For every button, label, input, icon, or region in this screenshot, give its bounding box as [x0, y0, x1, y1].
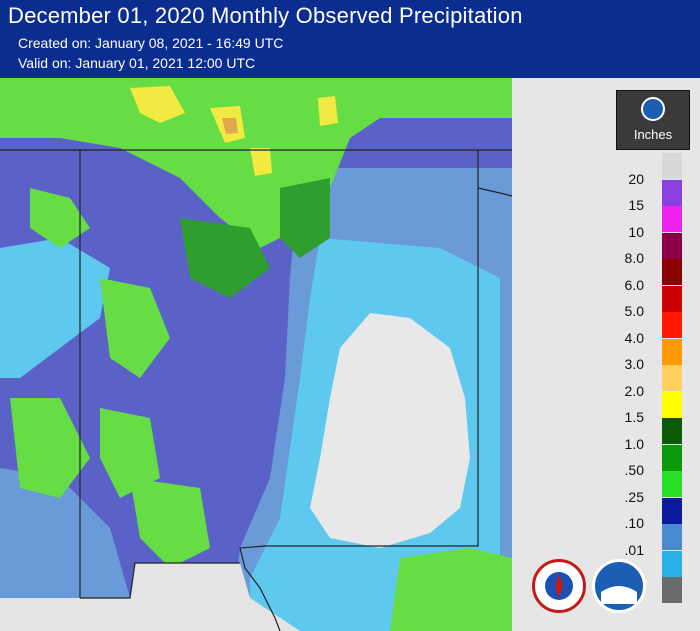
legend-tick-label: 2.0: [624, 382, 644, 399]
legend-swatch: [662, 153, 682, 179]
region-trace-east: [310, 313, 470, 548]
units-box: Inches: [616, 90, 690, 150]
precipitation-map-svg: [0, 78, 512, 631]
legend-swatch: [662, 497, 682, 524]
region-green-central: [100, 278, 170, 378]
region-yellow-northeast: [318, 96, 338, 126]
legend-tick-label: 5.0: [624, 303, 644, 319]
region-no-data-mexico: [0, 563, 300, 631]
legend-tick-label: 20: [628, 170, 644, 187]
legend-tick-label: .25: [624, 488, 644, 505]
legend-swatch: [662, 259, 682, 285]
legend-swatch: [662, 365, 682, 391]
national-weather-service-seal-icon: [532, 559, 586, 613]
region-green-southeast: [390, 548, 512, 631]
precipitation-map: [0, 78, 512, 631]
legend-tick-label: .50: [624, 462, 644, 478]
noaa-emblem: [601, 586, 637, 604]
legend-tick-label: 1.5: [624, 409, 644, 425]
nws-emblem: [545, 572, 573, 600]
legend-tick-label: 15: [628, 197, 644, 213]
legend-swatch: [662, 285, 682, 312]
legend-swatch: [662, 471, 682, 497]
noaa-emblem-wave: [601, 586, 637, 604]
valid-timestamp: Valid on: January 01, 2021 12:00 UTC: [18, 55, 256, 71]
legend-tick-label: 8.0: [624, 250, 644, 266]
legend-swatch: [662, 391, 682, 418]
region-light-blue-west: [0, 238, 110, 378]
border-south: [80, 562, 240, 599]
legend-swatch: [662, 577, 682, 603]
legend-panel: Inches 20 15 10 8.0 6.0 5.0 4.0 3.0 2.0 1.5 1.0 .50…: [512, 78, 700, 631]
region-green-southwest: [100, 408, 160, 498]
noaa-seal-icon: [592, 559, 646, 613]
region-green-south: [130, 478, 210, 568]
region-green-northwest: [30, 188, 90, 248]
legend-tick-label: 10: [628, 223, 644, 240]
region-green-west: [10, 398, 90, 498]
legend-tick-label: 1.0: [624, 435, 644, 452]
legend-swatch: [662, 206, 682, 232]
region-dark-green-central: [180, 218, 270, 298]
region-yellow-central: [250, 148, 272, 176]
legend-swatch: [662, 418, 682, 444]
border-southeast: [239, 188, 479, 631]
legend-swatch: [662, 524, 682, 550]
units-label: Inches: [633, 127, 673, 142]
legend-swatch: [662, 444, 682, 471]
legend-swatch: [662, 338, 682, 365]
region-dark-green-north: [280, 178, 330, 258]
region-yellow-north: [130, 86, 185, 123]
header-banner: December 01, 2020 Monthly Observed Preci…: [0, 0, 700, 78]
legend-swatch: [662, 550, 682, 577]
legend-tick-label: 4.0: [624, 329, 644, 346]
noaa-logo-icon: [641, 97, 665, 121]
region-mid-blue-southwest: [0, 468, 130, 631]
region-purple-northwest: [0, 138, 40, 198]
created-timestamp: Created on: January 08, 2021 - 16:49 UTC: [18, 35, 284, 51]
legend-swatch: [662, 232, 682, 259]
legend-swatch: [662, 179, 682, 206]
legend-tick-label: 3.0: [624, 356, 644, 372]
legend-tick-label: .01: [624, 541, 644, 558]
nws-emblem-bolt: [555, 574, 563, 598]
legend-tick-label: 6.0: [624, 276, 644, 293]
legend-tick-label: .10: [624, 515, 644, 531]
region-orange-peak: [222, 118, 238, 134]
border-northeast: [477, 150, 512, 197]
map-title: December 01, 2020 Monthly Observed Preci…: [8, 3, 523, 28]
legend-swatch: [662, 312, 682, 338]
